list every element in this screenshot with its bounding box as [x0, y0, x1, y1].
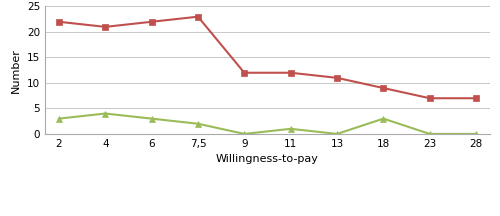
non-users [195, 122, 201, 125]
users [148, 21, 154, 23]
users [426, 97, 432, 100]
users [195, 15, 201, 18]
users [242, 71, 248, 74]
non-users [102, 112, 108, 115]
users [380, 87, 386, 89]
users [56, 21, 62, 23]
users [102, 25, 108, 28]
non-users [473, 133, 479, 135]
non-users [380, 117, 386, 120]
non-users [242, 133, 248, 135]
X-axis label: Willingness-to-pay: Willingness-to-pay [216, 154, 319, 164]
users [473, 97, 479, 100]
Y-axis label: Number: Number [12, 48, 22, 93]
Line: non-users: non-users [56, 110, 479, 137]
users [334, 76, 340, 79]
non-users [288, 127, 294, 130]
users [288, 71, 294, 74]
non-users [56, 117, 62, 120]
non-users [334, 133, 340, 135]
Line: users: users [56, 14, 479, 101]
non-users [148, 117, 154, 120]
non-users [426, 133, 432, 135]
